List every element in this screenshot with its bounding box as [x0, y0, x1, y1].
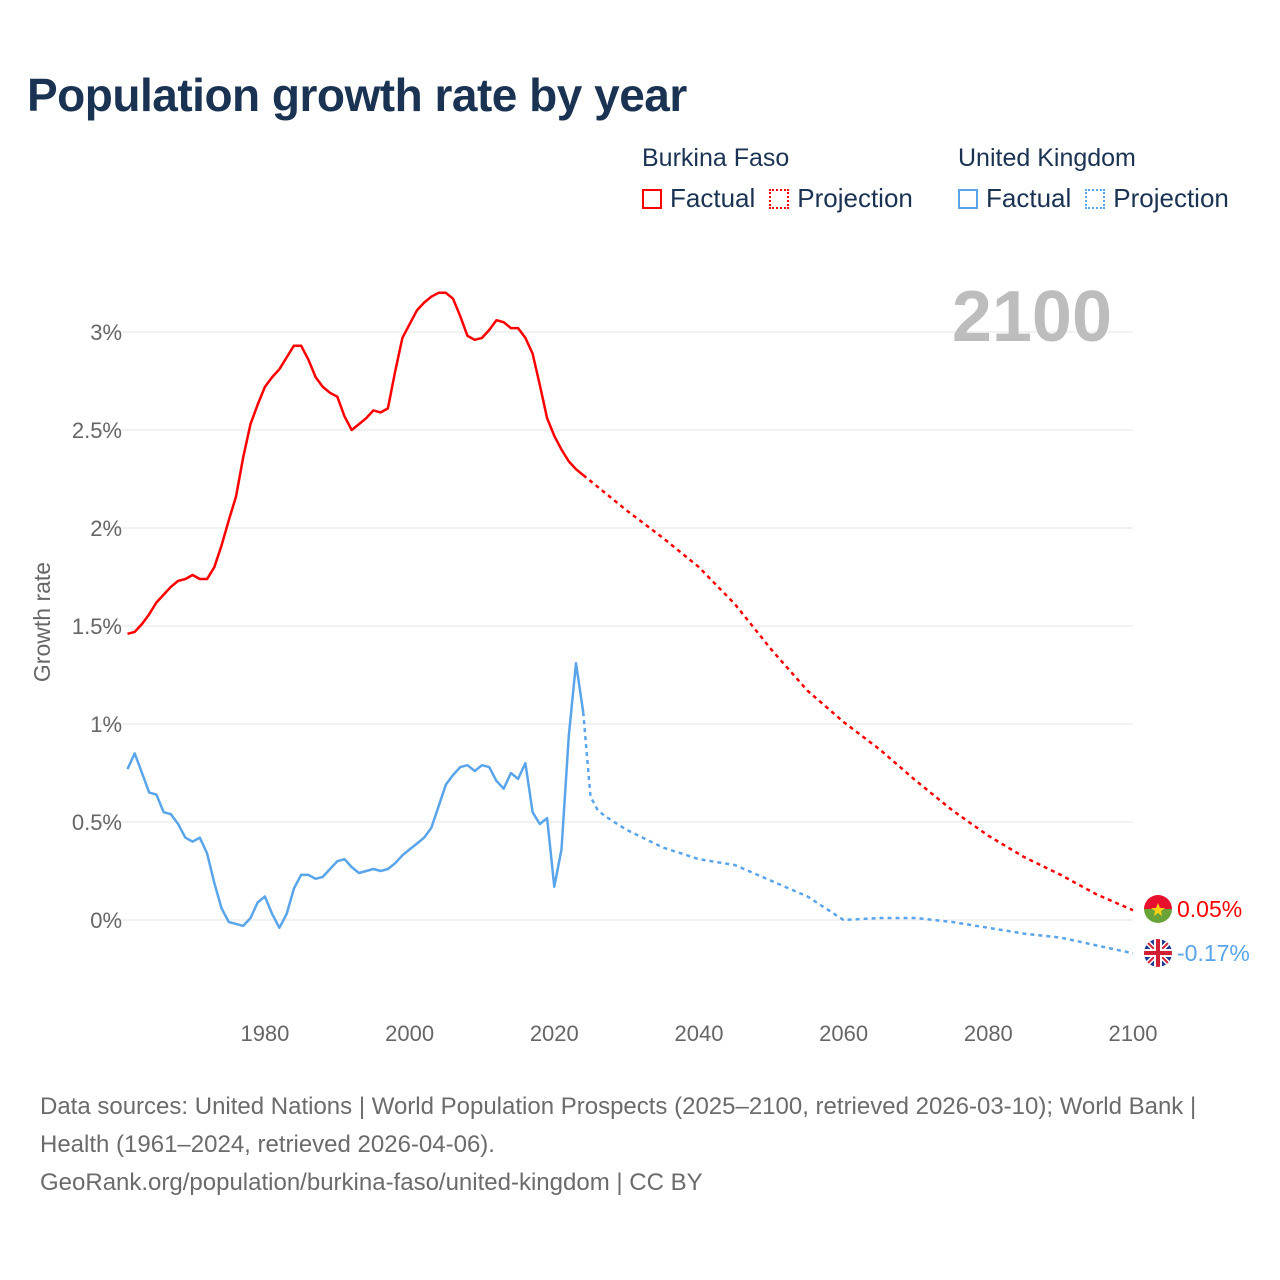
- y-tick-label: 1%: [90, 712, 122, 737]
- uk-end-value-label: -0.17%: [1177, 940, 1250, 966]
- united-kingdom-factual-line: [126, 661, 585, 930]
- y-tick-label: 3%: [90, 320, 122, 345]
- x-tick-label: 2000: [385, 1021, 434, 1046]
- y-tick-label: 2%: [90, 516, 122, 541]
- legend-country-label: Burkina Faso: [642, 144, 790, 172]
- y-tick-label: 1.5%: [72, 614, 122, 639]
- solid-swatch-icon: [642, 188, 662, 209]
- legend-label: Factual: [670, 183, 756, 213]
- legend-country-label: United Kingdom: [958, 144, 1136, 172]
- united-kingdom-projection-line: [581, 712, 1134, 955]
- x-tick-label: 2080: [964, 1021, 1013, 1046]
- line-chart: 0% 0.5% 1% 1.5% 2% 2.5% 3% 1980 2000 2020 2040 2060…: [29, 277, 1250, 1046]
- x-tick-label: 2060: [819, 1021, 868, 1046]
- x-tick-label: 2020: [530, 1021, 579, 1046]
- page-title: Population growth rate by year: [27, 69, 687, 121]
- sources-text: Data sources: United Nations | World Pop…: [40, 1093, 1197, 1158]
- legend-item-burkina-projection[interactable]: Projection: [769, 183, 913, 214]
- dotted-swatch-icon: [1085, 188, 1106, 209]
- united-kingdom-flag-icon: [1144, 939, 1172, 967]
- y-axis-label: Growth rate: [29, 562, 55, 682]
- burkina-faso-flag-icon: [1144, 895, 1172, 923]
- legend-label: Projection: [797, 183, 913, 213]
- year-display: 2100: [952, 277, 1112, 357]
- legend-item-uk-factual[interactable]: Factual: [958, 183, 1071, 214]
- sources-link[interactable]: GeoRank.org/population/burkina-faso/unit…: [40, 1169, 703, 1196]
- data-sources: Data sources: United Nations | World Pop…: [40, 1088, 1240, 1202]
- legend-item-burkina-factual[interactable]: Factual: [642, 183, 755, 214]
- burkina-faso-projection-line: [582, 474, 1134, 912]
- legend-label: Factual: [986, 183, 1072, 213]
- x-tick-label: 1980: [240, 1021, 289, 1046]
- solid-swatch-icon: [958, 188, 978, 209]
- y-tick-label: 2.5%: [72, 418, 122, 443]
- burkina-end-value-label: 0.05%: [1177, 896, 1242, 922]
- x-tick-label: 2040: [674, 1021, 723, 1046]
- x-tick-label: 2100: [1109, 1021, 1158, 1046]
- legend-burkina-faso: Burkina Faso Factual Projection: [642, 144, 927, 214]
- legend-label: Projection: [1113, 183, 1229, 213]
- y-tick-label: 0%: [90, 908, 122, 933]
- dotted-swatch-icon: [769, 188, 790, 209]
- legend-united-kingdom: United Kingdom Factual Projection: [958, 144, 1243, 214]
- legend-item-uk-projection[interactable]: Projection: [1085, 183, 1229, 214]
- y-tick-label: 0.5%: [72, 810, 122, 835]
- burkina-faso-factual-line: [127, 291, 584, 636]
